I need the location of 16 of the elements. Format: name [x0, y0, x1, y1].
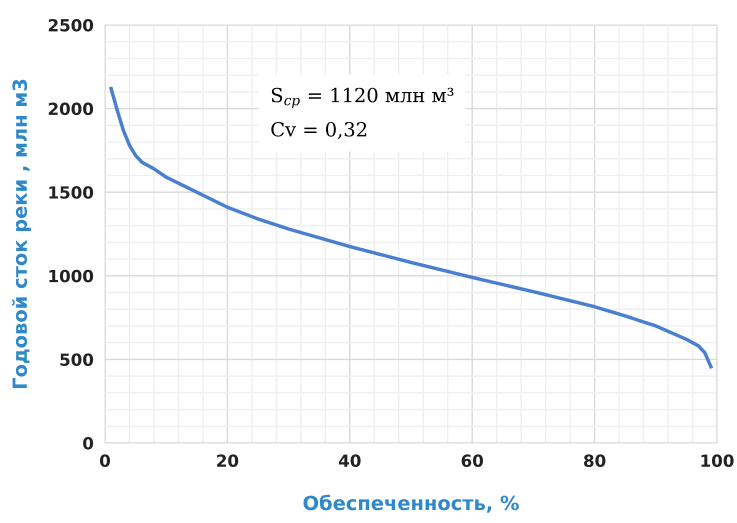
y-tick-label: 2000: [48, 102, 94, 116]
line-series: [109, 86, 713, 368]
x-tick-label: 60: [462, 454, 483, 468]
x-tick-label: 100: [701, 454, 734, 468]
y-tick-label: 1500: [49, 186, 94, 199]
y-tick-label: 1000: [49, 270, 94, 282]
annotation: S$_{ср}$ = 1120 млн м³ Cv = 0,32: [271, 88, 454, 140]
x-tick-label: 0: [100, 454, 110, 468]
y-tick-label: 0: [83, 436, 94, 450]
y-tick-label: 500: [60, 353, 94, 366]
y-axis-title: Годовой сток реки , млн м3: [12, 80, 31, 388]
x-tick-label: 20: [217, 454, 238, 468]
x-tick-label: 40: [338, 454, 361, 468]
x-tick-label: 80: [584, 454, 606, 468]
x-axis-title: Обеспеченность, %: [303, 494, 519, 513]
y-tick-label: 2500: [48, 18, 94, 32]
